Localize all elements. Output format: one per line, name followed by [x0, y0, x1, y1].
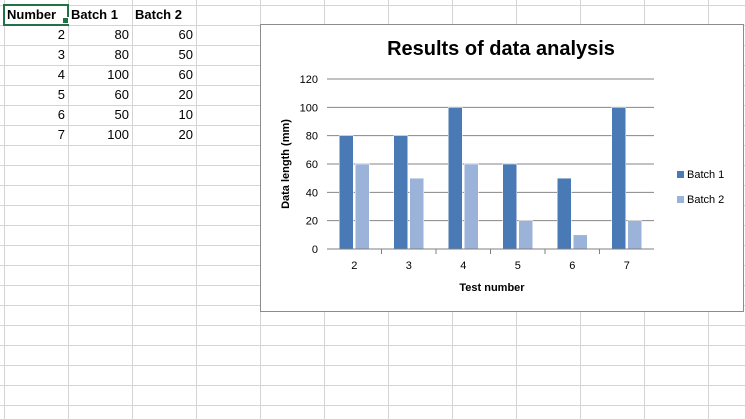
cell-batch-1[interactable]: 80: [114, 47, 129, 62]
x-tick-label: 2: [351, 260, 357, 272]
bar-batch-2: [518, 220, 533, 250]
bar-batch-2: [409, 177, 424, 250]
table-row: 5 60 20: [4, 85, 260, 105]
chart-object[interactable]: Results of data analysis 0 20 40 60 80 100 120…: [260, 24, 744, 312]
table-row: 3 80 50: [4, 45, 260, 65]
gridlines: [327, 78, 654, 250]
table-row: 2 80 60: [4, 25, 260, 45]
bar-batch-1: [448, 107, 463, 250]
x-tick-label: 5: [515, 260, 521, 272]
cell-batch-1[interactable]: 100: [107, 67, 129, 82]
cell-batch-2[interactable]: 60: [178, 67, 193, 82]
bar-batch-2: [355, 163, 370, 250]
table-row: 4 100 60: [4, 65, 260, 85]
y-axis-ticks: 0 20 40 60 80 100 120: [300, 74, 318, 256]
table-row: 6 50 10: [4, 105, 260, 125]
bar-batch-1: [502, 163, 517, 250]
x-tick-label: 3: [406, 260, 412, 272]
chart-title: Results of data analysis: [387, 38, 615, 60]
legend: Batch 1 Batch 2: [677, 169, 724, 206]
bar-batch-2: [627, 220, 642, 250]
bar-batch-1: [393, 135, 408, 250]
x-tick-label: 7: [624, 260, 630, 272]
y-tick-label: 120: [300, 74, 318, 86]
y-tick-label: 20: [306, 216, 318, 228]
cell-batch-2[interactable]: 50: [178, 47, 193, 62]
bar-batch-2: [573, 234, 588, 250]
bars: [339, 107, 642, 250]
header-cell-batch-1[interactable]: Batch 1: [71, 7, 118, 22]
x-tick-label: 6: [569, 260, 575, 272]
legend-label-batch-1: Batch 1: [687, 169, 724, 181]
legend-swatch-batch-2: [677, 196, 684, 203]
cell-batch-2[interactable]: 20: [178, 87, 193, 102]
bar-batch-2: [464, 163, 479, 250]
header-cell-number[interactable]: Number: [3, 4, 69, 26]
cell-number[interactable]: 4: [57, 67, 65, 82]
cell-batch-1[interactable]: 80: [114, 27, 129, 42]
header-row: Number Batch 1 Batch 2: [3, 4, 260, 26]
bar-batch-1: [611, 107, 626, 250]
cell-number[interactable]: 5: [57, 87, 65, 102]
cell-batch-2[interactable]: 10: [178, 107, 193, 122]
y-tick-label: 40: [306, 187, 318, 199]
header-cell-batch-2[interactable]: Batch 2: [135, 7, 182, 22]
bar-batch-1: [339, 135, 354, 250]
y-tick-label: 100: [300, 102, 318, 114]
cell-batch-2[interactable]: 20: [178, 127, 193, 142]
y-axis-title: Data length (mm): [280, 119, 292, 209]
fill-handle[interactable]: [62, 17, 69, 24]
x-axis-title: Test number: [459, 282, 525, 294]
table-row: 7 100 20: [4, 125, 260, 145]
cell-batch-1[interactable]: 60: [114, 87, 129, 102]
y-tick-label: 80: [306, 131, 318, 143]
legend-label-batch-2: Batch 2: [687, 194, 724, 206]
x-axis-ticks: 2 3 4 5 6 7: [351, 249, 630, 272]
bar-batch-1: [557, 177, 572, 250]
cell-batch-2[interactable]: 60: [178, 27, 193, 42]
bar-chart: Results of data analysis 0 20 40 60 80 100 120…: [280, 38, 724, 294]
legend-swatch-batch-1: [677, 171, 684, 178]
cell-number[interactable]: 7: [57, 127, 65, 142]
cell-number[interactable]: 2: [57, 27, 65, 42]
y-tick-label: 0: [312, 244, 318, 256]
x-tick-label: 4: [460, 260, 466, 272]
cell-batch-1[interactable]: 50: [114, 107, 129, 122]
cell-batch-1[interactable]: 100: [107, 127, 129, 142]
cell-number[interactable]: 3: [57, 47, 65, 62]
cell-number[interactable]: 6: [57, 107, 65, 122]
y-tick-label: 60: [306, 159, 318, 171]
